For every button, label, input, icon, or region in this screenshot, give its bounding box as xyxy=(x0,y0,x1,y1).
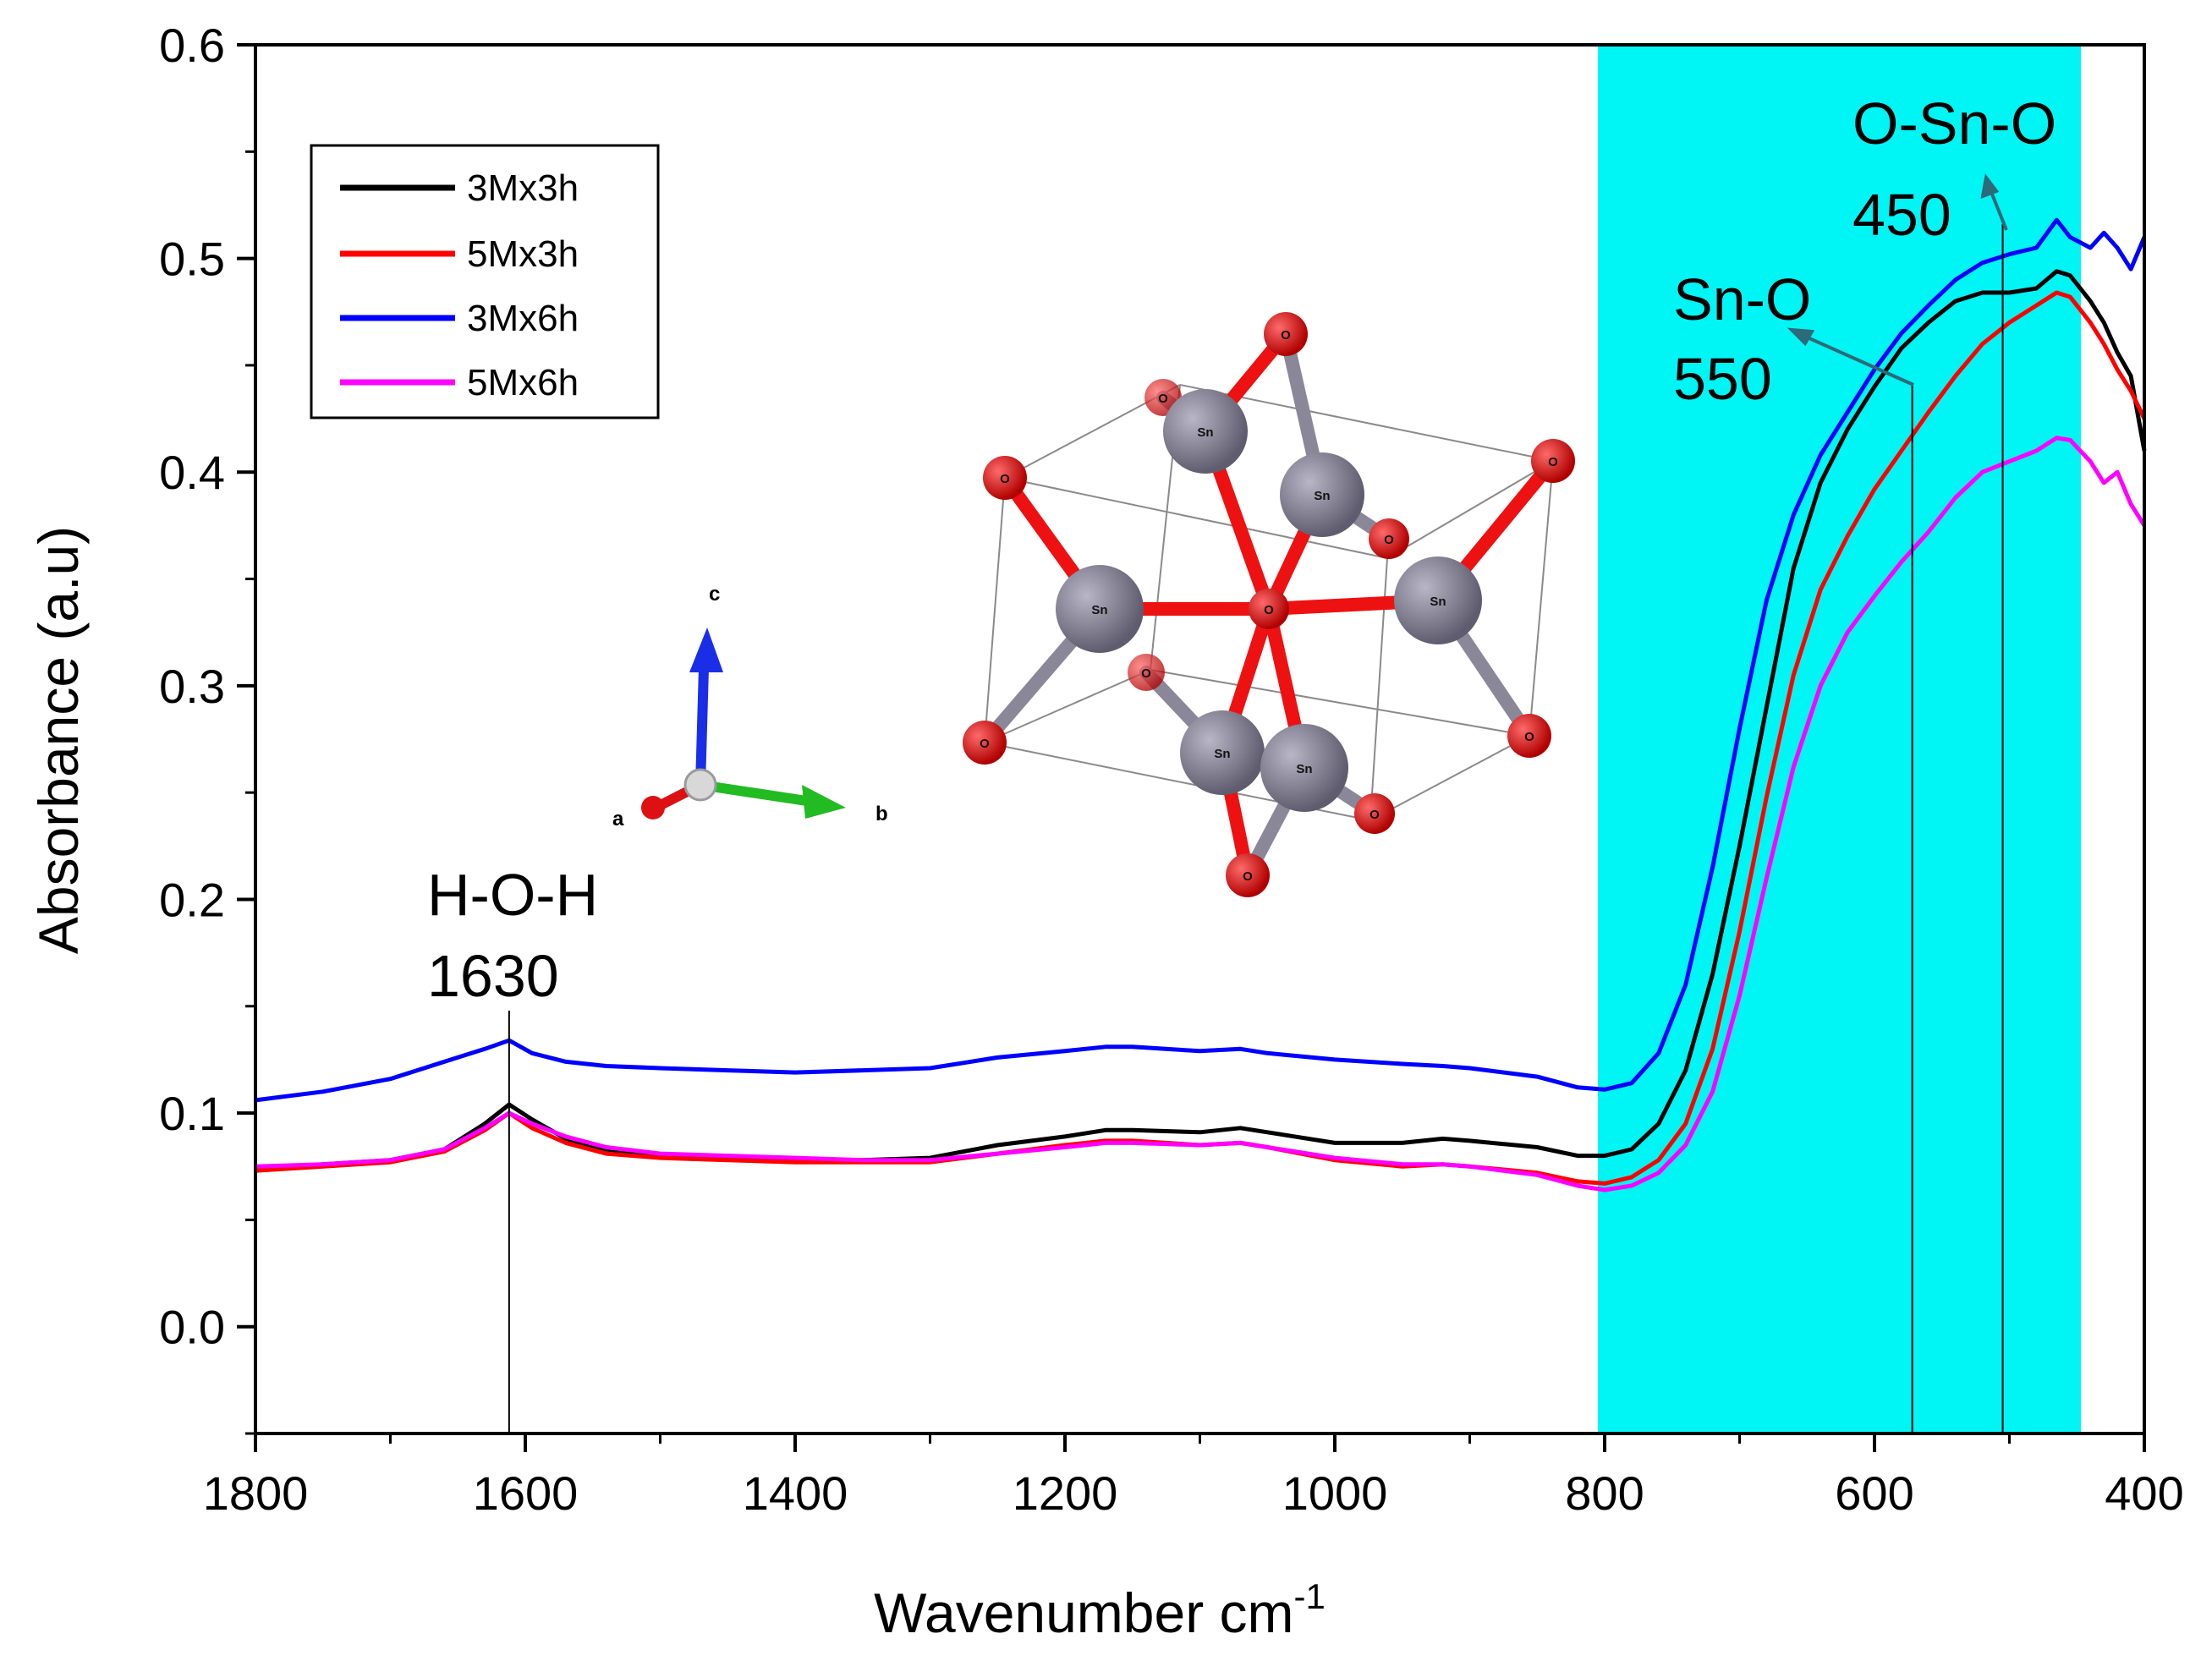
x-tick-label-1000: 1000 xyxy=(1282,1466,1388,1520)
atom-label-7: Sn xyxy=(1197,425,1213,440)
x-tick-label-1200: 1200 xyxy=(1013,1466,1118,1520)
b-axis-label: b xyxy=(875,803,888,825)
annotation-arrows xyxy=(1787,173,2008,386)
y-axis-title: Absorbance (a.u) xyxy=(27,526,90,954)
x-tick-label-1400: 1400 xyxy=(743,1466,848,1520)
oxygen-atom-2 xyxy=(983,456,1027,500)
a-axis-label: a xyxy=(612,808,624,830)
atom-label-0: O xyxy=(1158,392,1168,406)
x-axis-title-sup: -1 xyxy=(1294,1576,1326,1616)
annotation-sno: Sn-O 550 xyxy=(1673,266,1811,412)
x-tick-label-1600: 1600 xyxy=(473,1466,579,1520)
series-line-5Mx6h xyxy=(255,436,2147,1192)
y-tick-label-0.2: 0.2 xyxy=(159,873,225,926)
atom-label-15: O xyxy=(1369,808,1380,822)
oxygen-atom-13 xyxy=(1249,589,1289,629)
legend: 3Mx3h 5Mx3h 3Mx6h 5Mx6h xyxy=(310,144,660,419)
legend-label-0: 3Mx3h xyxy=(467,167,579,209)
annotation-sno-name: Sn-O xyxy=(1673,266,1811,332)
x-tick-label-600: 600 xyxy=(1835,1466,1913,1520)
annotation-osno-value: 450 xyxy=(1852,182,1951,248)
oxygen-atom-15 xyxy=(1354,793,1395,834)
series-group xyxy=(255,217,2147,1192)
atom-label-12: Sn xyxy=(1296,762,1312,776)
oxygen-atom-6 xyxy=(1507,714,1551,758)
c-axis-label: c xyxy=(709,583,720,606)
x-axis-title-main: Wavenumber cm xyxy=(874,1582,1293,1644)
annotation-osno: O-Sn-O 450 xyxy=(1852,90,2056,248)
triad-origin xyxy=(683,768,717,802)
atom-label-13: O xyxy=(1264,603,1274,617)
legend-box xyxy=(310,144,660,419)
b-axis-arrowhead xyxy=(802,785,846,819)
y-tick-label-0.4: 0.4 xyxy=(159,446,225,499)
y-tick-label-0.1: 0.1 xyxy=(159,1087,225,1140)
tin-atom-9 xyxy=(1056,565,1144,653)
atom-label-2: O xyxy=(1000,472,1010,486)
series-line-3Mx6h xyxy=(255,217,2147,1103)
atom-label-16: O xyxy=(1243,869,1253,884)
oxygen-atom-5 xyxy=(963,721,1007,765)
tin-atom-8 xyxy=(1280,452,1364,537)
y-tick-label-0.6: 0.6 xyxy=(159,19,225,72)
highlight-region xyxy=(1598,45,2082,1434)
annotation-osno-name: O-Sn-O xyxy=(1852,90,2056,156)
y-axis: 0.0 0.1 0.2 0.3 0.4 0.5 0.6 xyxy=(159,19,255,1435)
x-axis-title: Wavenumber cm-1 xyxy=(874,1576,1326,1644)
sno-arrow xyxy=(1801,333,1914,386)
legend-label-1: 5Mx3h xyxy=(467,233,579,275)
atom-label-3: O xyxy=(1548,455,1558,469)
legend-label-3: 5Mx6h xyxy=(467,362,579,403)
x-tick-label-800: 800 xyxy=(1565,1466,1644,1520)
atom-label-1: O xyxy=(1281,328,1291,343)
atom-label-5: O xyxy=(980,737,990,751)
x-axis: 1800 1600 1400 1200 1000 800 600 400 xyxy=(203,1434,2184,1520)
osno-arrowhead xyxy=(1980,173,2000,200)
oxygen-atom-1 xyxy=(1264,312,1308,356)
annotation-sno-value: 550 xyxy=(1673,346,1772,412)
osno-arrow xyxy=(1988,187,2008,231)
tin-atom-7 xyxy=(1163,389,1248,474)
atom-label-6: O xyxy=(1524,730,1534,744)
atom-label-8: Sn xyxy=(1314,489,1330,503)
oxygen-atom-16 xyxy=(1226,853,1270,897)
atom-label-10: Sn xyxy=(1430,595,1446,609)
atom-label-11: Sn xyxy=(1214,747,1230,761)
y-tick-label-0.3: 0.3 xyxy=(159,660,225,713)
annotation-hoh-value: 1630 xyxy=(427,943,559,1009)
sno-arrowhead xyxy=(1787,327,1815,347)
x-tick-label-400: 400 xyxy=(2105,1466,2183,1520)
crystal-inset: O O O O O O O Sn Sn Sn Sn Sn Sn O O O O a b c xyxy=(612,312,1575,897)
a-axis-tip xyxy=(641,796,665,820)
atom-label-4: O xyxy=(1141,666,1151,681)
axis-triad: a b c xyxy=(612,583,888,830)
oxygen-atom-14 xyxy=(1369,518,1409,559)
x-tick-label-1800: 1800 xyxy=(203,1466,309,1520)
y-tick-label-0.5: 0.5 xyxy=(159,233,225,286)
oxygen-atom-3 xyxy=(1531,439,1575,483)
atoms: O O O O O O O Sn Sn Sn Sn Sn Sn O O O O xyxy=(963,312,1575,897)
atom-label-9: Sn xyxy=(1091,603,1107,617)
annotation-hoh: H-O-H 1630 xyxy=(427,862,598,1009)
atom-label-14: O xyxy=(1384,533,1394,547)
oxygen-atom-4 xyxy=(1128,654,1165,691)
annotation-lines xyxy=(508,224,2004,1434)
tin-atom-10 xyxy=(1394,556,1482,644)
tin-atom-12 xyxy=(1260,724,1348,812)
annotation-hoh-name: H-O-H xyxy=(427,862,598,928)
b-axis-arrow xyxy=(700,780,813,807)
c-axis-arrowhead xyxy=(689,628,723,672)
tin-atom-11 xyxy=(1180,710,1265,795)
c-axis-arrow xyxy=(695,667,709,786)
y-tick-label-0.0: 0.0 xyxy=(159,1301,225,1354)
legend-label-2: 3Mx6h xyxy=(467,298,579,339)
